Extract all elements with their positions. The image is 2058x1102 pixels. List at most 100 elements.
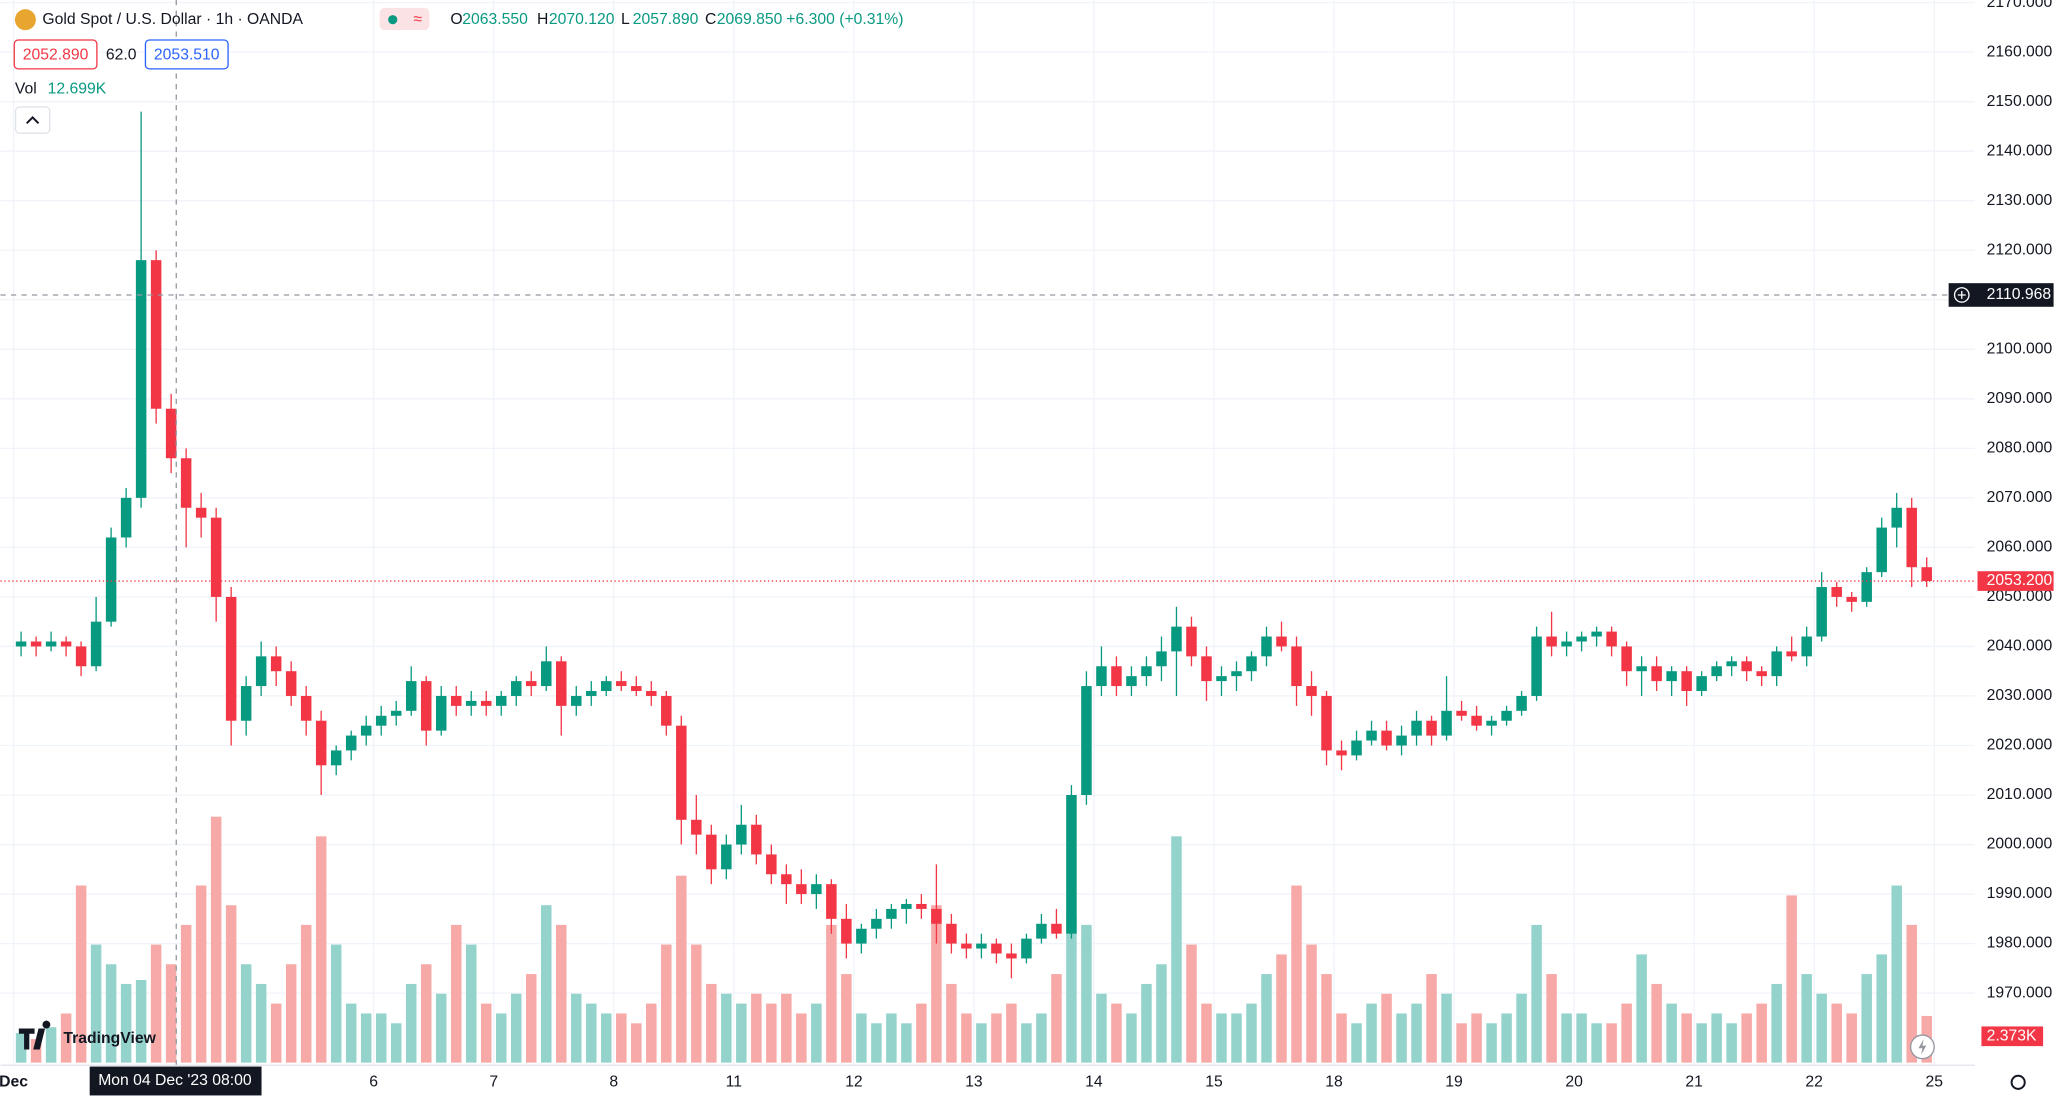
sell-button[interactable] [13,39,98,70]
volume-bar [706,983,717,1063]
volume-bar [210,816,222,1063]
ohlc-key: L [621,11,630,28]
candle-body [180,458,192,508]
volume-bar [1711,1013,1722,1063]
watermark-text: TradingView [63,1030,156,1047]
price-axis [1974,0,2058,1066]
candle-body [1306,686,1317,696]
candle-body [766,854,777,875]
candle-body [691,819,702,835]
x-tick-label: 7 [489,1073,498,1090]
volume-bar [1771,983,1782,1063]
candle-body [1171,626,1182,652]
volume-bar [225,905,237,1063]
volume-bar [285,964,297,1063]
volume-bar [1816,993,1827,1063]
y-tick-label: 2140.000 [1987,142,2053,159]
candle-body [1741,661,1752,672]
spread: 62.0 [106,46,137,63]
volume-bar [75,885,87,1063]
volume-bar [1786,895,1797,1063]
candle-body [526,681,537,687]
volume-bar [1276,954,1287,1063]
candle-body [646,691,657,696]
price-axis-labels: 1970.000 1980.000 1990.000 2000.000 2010.000… [1987,0,2053,1001]
volume-bar [1156,964,1167,1063]
candle-body [480,700,492,706]
candle-body [90,621,102,667]
volume-bar [676,875,687,1063]
candle-body [826,884,837,919]
watermark: TradingView [18,1020,157,1050]
candle-body [1246,656,1257,672]
y-tick-label: 2150.000 [1987,93,2053,110]
volume-bar [435,993,447,1063]
volume-bar [841,974,852,1063]
x-tick-label: 19 [1445,1073,1463,1090]
candle-body [1096,666,1107,687]
candle-body [1351,740,1362,756]
volume-bar [886,1013,897,1063]
volume-bar [30,1039,42,1063]
candle-body [751,824,762,855]
buy-button[interactable] [144,39,229,70]
y-tick-label: 1990.000 [1987,885,2053,902]
candle-body [495,695,507,706]
candle-body [1726,661,1737,667]
candle-body [255,656,267,687]
volume-bar [1021,1023,1032,1063]
candle-body [1396,735,1407,746]
volume-bar [736,1003,747,1063]
volume-bar [450,924,462,1063]
volume-bar [255,983,267,1063]
y-tick-label: 2120.000 [1987,241,2053,258]
volume-bar [931,905,942,1063]
candle-body [1501,710,1512,721]
crosshair-time-badge [89,1066,262,1096]
volume-bar [1891,885,1902,1063]
candle-body [1126,676,1137,687]
volume-bar [1186,944,1197,1063]
y-tick-label: 2020.000 [1987,737,2053,754]
volume-bar [1726,1023,1737,1063]
settings-icon[interactable] [2010,1074,2026,1090]
candle-body [1906,507,1917,568]
volume-bar [1111,1003,1122,1063]
bid-price: 2052.890 [23,46,89,63]
add-alert-plus [1957,291,1966,299]
collapse-button[interactable] [14,106,51,134]
volume-bar [916,1003,927,1063]
ohlc-value: 2069.850 [717,11,783,28]
candle-body [961,943,972,949]
candle-body [1576,636,1587,642]
candle-body [1021,938,1032,959]
candle-body [315,720,327,766]
x-tick-label: 11 [726,1073,742,1090]
status-badges[interactable] [379,7,430,31]
add-alert-icon[interactable] [1953,287,1970,303]
candle-body [30,641,42,647]
volume-bar [375,1013,387,1063]
ohlc-change: +6.300 (+0.31%) [786,11,903,28]
candle-body [1681,671,1692,692]
volume-bar [1696,1023,1707,1063]
candle-body [1606,631,1617,647]
volume-bar [60,1013,72,1063]
candle-body [631,686,642,692]
candle-body [360,725,372,736]
lightning-icon [1918,1039,1927,1055]
candle-body [435,695,447,731]
volume-bar [1291,885,1302,1063]
y-tick-label: 2050.000 [1987,588,2053,605]
volume-bar [1201,1003,1212,1063]
candle-body [796,884,807,895]
volume-bar [751,993,762,1063]
candle-body [946,923,957,944]
y-tick-label: 2170.000 [1987,0,2053,11]
candle-body [736,824,747,845]
y-tick-label: 2060.000 [1987,539,2053,556]
last-price-badge [1977,571,2054,591]
volume-bar [345,1003,357,1063]
volume-bar [1876,954,1887,1063]
volume-bar [1006,1003,1017,1063]
